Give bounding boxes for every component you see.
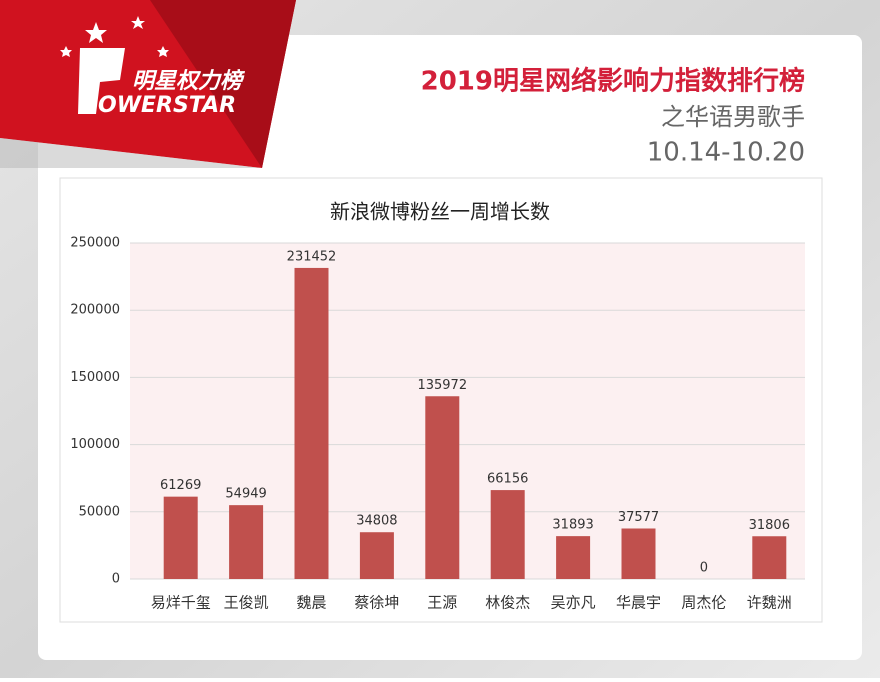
bar (229, 505, 264, 579)
bar (294, 267, 329, 579)
x-tick-label: 王俊凯 (224, 594, 269, 612)
value-label: 0 (700, 561, 708, 576)
bar (556, 536, 591, 579)
bar (359, 532, 394, 579)
y-tick-label: 100000 (70, 437, 120, 452)
x-tick-label: 王源 (427, 594, 457, 612)
x-tick-label: 林俊杰 (485, 594, 530, 612)
title: 2019明星网络影响力指数排行榜 (421, 66, 805, 97)
x-tick-label: 许魏洲 (747, 594, 792, 612)
y-tick-label: 200000 (70, 303, 120, 318)
value-label: 37577 (618, 510, 659, 525)
value-label: 135972 (417, 378, 467, 393)
y-tick-label: 250000 (70, 236, 120, 251)
x-tick-label: 华晨宇 (616, 594, 661, 612)
bar (163, 496, 198, 579)
value-label: 34808 (356, 514, 397, 529)
logo-text: 明星权力榜 (132, 68, 246, 94)
value-label: 231452 (287, 249, 337, 264)
date-range: 10.14-10.20 (647, 138, 805, 168)
banner-shade (150, 0, 296, 168)
bar (752, 536, 787, 579)
banner-shadow (0, 138, 262, 168)
value-label: 31893 (552, 518, 593, 533)
subtitle: 之华语男歌手 (661, 103, 805, 131)
bar (621, 528, 656, 579)
y-tick-label: 0 (112, 572, 120, 587)
x-tick-label: 蔡徐坤 (354, 594, 399, 612)
chart-title: 新浪微博粉丝一周增长数 (330, 200, 550, 224)
x-tick-label: 易烊千玺 (151, 594, 211, 612)
logo-icon (78, 48, 125, 114)
x-tick-label: 吴亦凡 (551, 594, 596, 612)
y-tick-label: 50000 (79, 504, 120, 519)
bar (425, 396, 460, 579)
bar (490, 490, 525, 579)
stars (60, 16, 169, 57)
plot: 0 50000 100000 150000 200000 250000 易烊千玺 61269 王… (70, 236, 805, 612)
logo-brand: OWERSTAR (98, 93, 236, 118)
value-label: 31806 (749, 518, 790, 533)
value-label: 66156 (487, 472, 528, 487)
value-label: 61269 (160, 478, 201, 493)
x-tick-label: 魏晨 (296, 594, 326, 612)
value-label: 54949 (225, 487, 266, 502)
x-tick-label: 周杰伦 (681, 594, 726, 612)
y-tick-label: 150000 (70, 370, 120, 385)
